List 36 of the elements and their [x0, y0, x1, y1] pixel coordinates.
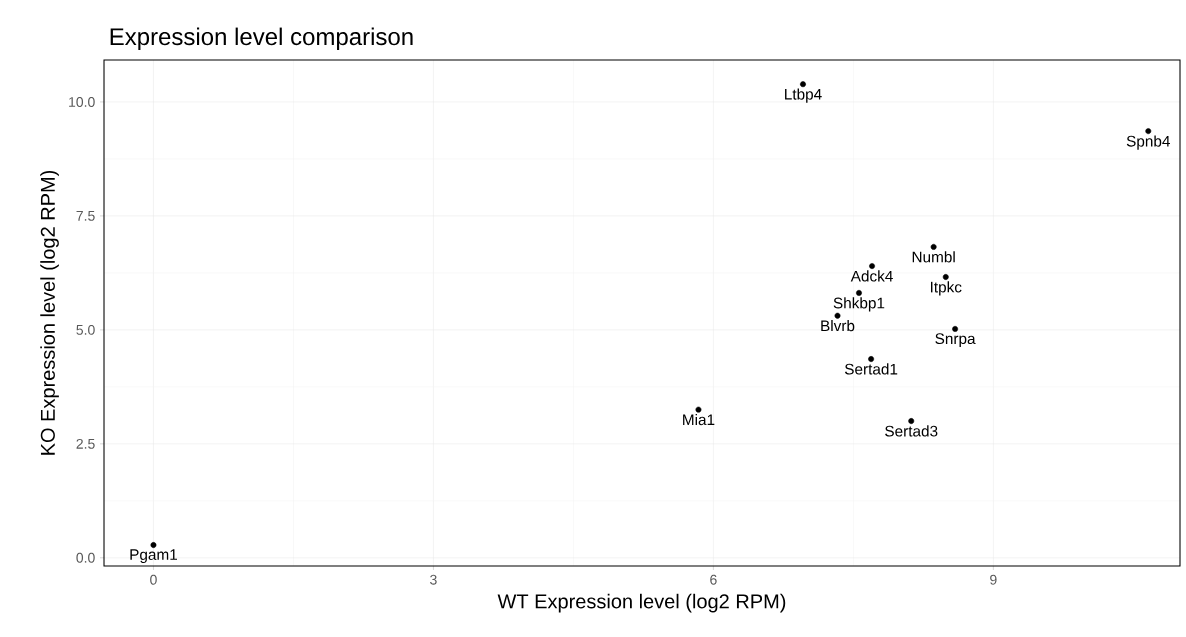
annotation: Mia1 [683, 413, 715, 426]
point [930, 243, 937, 250]
y-tick-label: 0.0 [76, 552, 95, 563]
annotation: Pgam1 [130, 549, 177, 564]
annotation: Adck4 [850, 270, 893, 282]
point [856, 290, 862, 296]
x-tick-label: 6 [710, 574, 717, 585]
annotation: Sertad3 [885, 425, 938, 437]
y-tick-label: 5.0 [76, 324, 95, 335]
y-tick-label: 7.5 [76, 211, 95, 221]
point [908, 418, 915, 424]
x-tick-label: 9 [990, 574, 997, 585]
y-axis-title: KO Expression level (log2 RPM) [40, 170, 59, 455]
annotation: Itpkc [931, 281, 962, 296]
annotation: Spnb4 [1126, 135, 1170, 150]
annotation: Shkbp1 [833, 297, 885, 312]
x-axis-title: WT Expression level (log2 RPM) [497, 593, 786, 613]
annotation: Blvrb [821, 320, 855, 332]
y-tick-label: 10.0 [69, 96, 95, 107]
point [150, 542, 157, 548]
annotation: Sertad1 [844, 363, 898, 375]
annotation: Ltbp4 [785, 88, 822, 103]
point [695, 406, 702, 413]
point [1145, 128, 1152, 135]
annotation: Numbl [912, 251, 955, 263]
point [942, 274, 949, 280]
x-tick-label: 0 [150, 574, 157, 585]
x-tick-label: 3 [430, 574, 437, 585]
point [952, 326, 959, 332]
point [834, 312, 841, 319]
y-tick-label: 2.5 [76, 438, 95, 449]
point [868, 356, 875, 362]
chart-title: Expression level comparison [110, 27, 413, 50]
point [869, 263, 875, 269]
annotation: Snrpa [935, 333, 976, 348]
point [800, 81, 806, 88]
